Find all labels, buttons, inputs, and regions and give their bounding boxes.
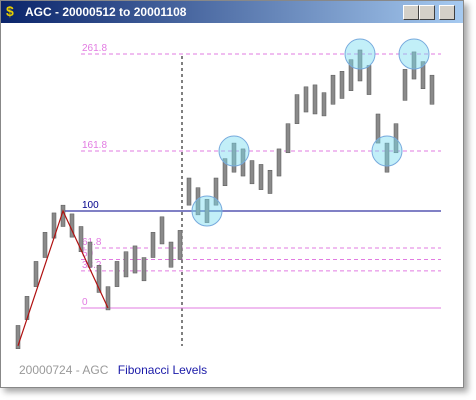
title-bar: $ AGC - 20000512 to 20001108 (1, 1, 463, 23)
price-bar (339, 71, 345, 99)
app-icon: $ (6, 3, 14, 19)
study-name[interactable]: Fibonacci Levels (117, 363, 208, 377)
price-bar (186, 177, 192, 206)
price-bar (402, 69, 408, 101)
price-bar (357, 49, 363, 82)
price-bar (132, 245, 138, 274)
touch-highlight (344, 38, 376, 70)
price-bar (96, 265, 102, 293)
touch-highlight (218, 135, 250, 167)
price-bar (177, 230, 183, 260)
price-bar (87, 241, 93, 268)
price-bar (366, 65, 372, 95)
fib-level-label: 100 (82, 200, 99, 211)
touch-highlight (371, 135, 403, 167)
window-title: AGC - 20000512 to 20001108 (25, 5, 187, 19)
price-bar (294, 94, 300, 124)
touch-highlight (398, 38, 430, 70)
price-bar (276, 148, 282, 177)
price-bar (348, 59, 354, 91)
price-bar (78, 226, 84, 252)
price-bar (267, 169, 273, 194)
price-bar (213, 177, 219, 206)
price-bar (15, 325, 21, 349)
price-bar (150, 232, 156, 258)
maximize-button[interactable] (419, 5, 435, 20)
fib-level-label: 0 (82, 297, 88, 308)
price-bar (42, 232, 48, 258)
status-bar: 20000724 - AGC Fibonacci Levels (19, 363, 207, 377)
touch-highlight (191, 195, 223, 227)
window: $ AGC - 20000512 to 20001108 038.25061.8… (0, 0, 464, 388)
price-bar (204, 199, 210, 223)
price-bar (285, 123, 291, 154)
price-bar (249, 160, 255, 185)
price-bar (411, 51, 417, 80)
zigzag (17, 209, 109, 347)
fib-level-label: 161.8 (82, 140, 107, 151)
price-bar (231, 142, 237, 173)
minimize-button[interactable] (403, 5, 419, 20)
price-bar (114, 261, 120, 287)
price-bar (312, 84, 318, 115)
plot-area (9, 26, 456, 356)
price-bar (384, 142, 390, 173)
price-bar (375, 113, 381, 144)
fib-level-label: 261.8 (82, 43, 107, 54)
price-bar (123, 251, 129, 278)
caption: 20000724 - AGC (19, 363, 109, 377)
price-bar (321, 92, 327, 117)
price-bar (168, 241, 174, 268)
price-bar (222, 158, 228, 187)
price-bar (330, 74, 336, 105)
price-bar (420, 61, 426, 90)
price-bar (258, 164, 264, 190)
price-bar (303, 86, 309, 113)
price-bar (33, 261, 39, 287)
price-bar (141, 257, 147, 282)
close-button[interactable] (439, 5, 455, 20)
price-bar (429, 74, 435, 105)
price-bar (105, 286, 111, 311)
price-bar (159, 216, 165, 245)
